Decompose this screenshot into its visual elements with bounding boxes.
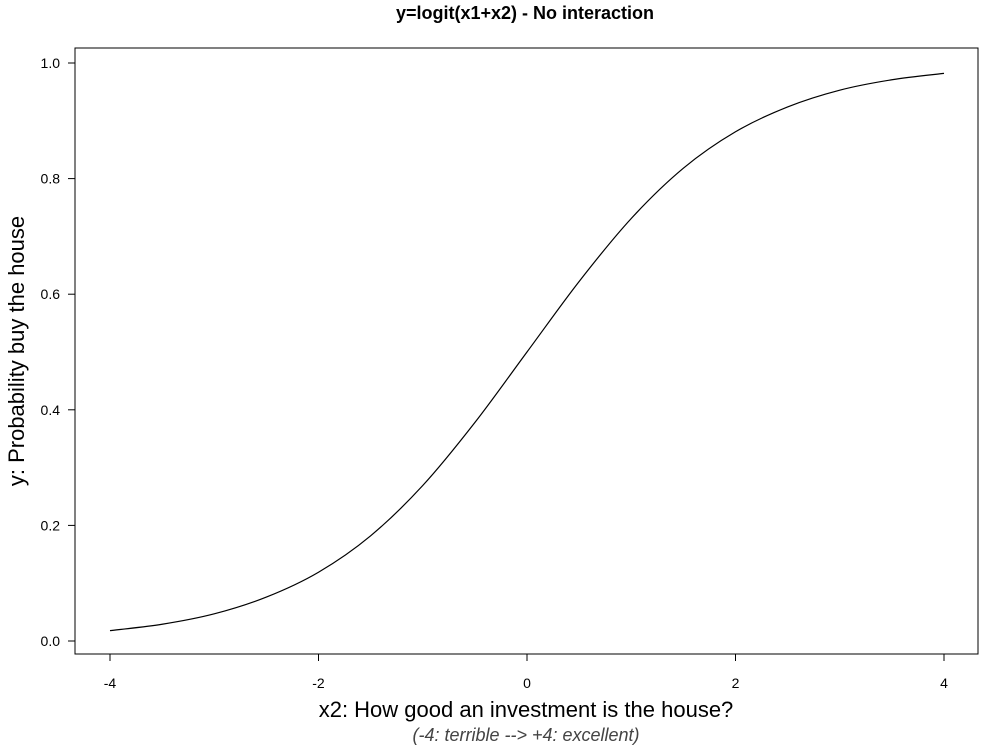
plot-frame: [74, 47, 979, 655]
x-tick-label: -4: [104, 675, 117, 691]
y-tick-label: 0.0: [41, 633, 61, 649]
y-tick-label: 0.8: [41, 171, 61, 187]
x-tick-label: 2: [732, 675, 740, 691]
y-tick-label: 0.6: [41, 286, 61, 302]
y-axis-label: y: Probability buy the house: [4, 216, 29, 486]
x-tick-label: -2: [312, 675, 325, 691]
x-axis-label: x2: How good an investment is the house?: [319, 697, 734, 722]
chart-title: y=logit(x1+x2) - No interaction: [396, 3, 654, 23]
x-axis: -4 -2 0 2 4: [104, 654, 948, 691]
series-layer: [109, 72, 945, 632]
x-tick-label: 0: [523, 675, 531, 691]
y-axis: 0.0 0.2 0.4 0.6 0.8 1.0: [41, 55, 75, 649]
y-tick-label: 0.2: [41, 517, 61, 533]
x-tick-label: 4: [940, 675, 948, 691]
x-axis-sublabel: (-4: terrible --> +4: excellent): [412, 725, 639, 745]
series-line: [109, 72, 945, 632]
y-tick-label: 0.4: [41, 402, 61, 418]
y-tick-label: 1.0: [41, 55, 61, 71]
